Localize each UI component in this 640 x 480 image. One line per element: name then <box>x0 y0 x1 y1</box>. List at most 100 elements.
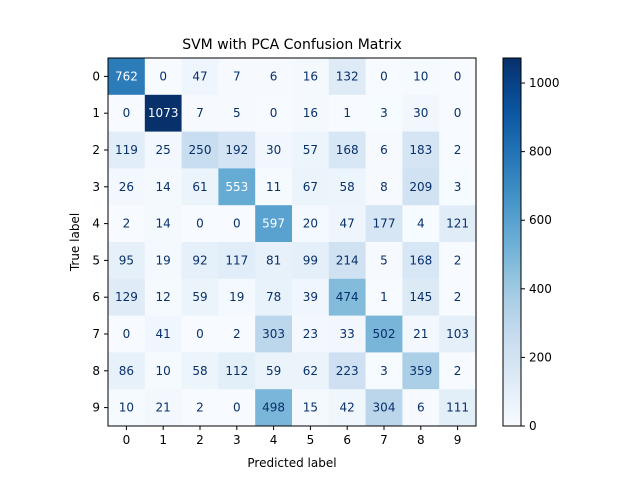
cell-value-label: 41 <box>156 327 171 341</box>
heatmap-cell <box>365 389 403 427</box>
heatmap-cell <box>108 315 146 353</box>
heatmap-cell <box>365 58 403 96</box>
cell-value-label: 6 <box>270 69 278 83</box>
cell-value-label: 47 <box>192 69 207 83</box>
heatmap-cell <box>365 168 403 206</box>
cell-value-label: 597 <box>262 217 285 231</box>
cell-value-label: 78 <box>266 290 281 304</box>
heatmap-cell <box>365 278 403 316</box>
cell-value-label: 2 <box>454 364 462 378</box>
heatmap-cell <box>181 131 219 169</box>
heatmap-cell <box>402 242 440 280</box>
heatmap-cell <box>328 315 366 353</box>
cell-value-label: 223 <box>336 364 359 378</box>
cell-value-label: 10 <box>156 364 171 378</box>
heatmap-cell <box>402 315 440 353</box>
cell-value-label: 0 <box>123 106 131 120</box>
cell-value-label: 4 <box>417 217 425 231</box>
cell-value-label: 21 <box>156 401 171 415</box>
heatmap-cell <box>144 131 182 169</box>
heatmap-cell <box>255 205 293 243</box>
cell-value-label: 21 <box>413 327 428 341</box>
cell-value-label: 6 <box>417 401 425 415</box>
cell-value-label: 42 <box>340 401 355 415</box>
heatmap-cell <box>181 278 219 316</box>
cell-value-label: 0 <box>233 401 241 415</box>
heatmap-cell <box>402 205 440 243</box>
cell-value-label: 1 <box>380 290 388 304</box>
heatmap-cell <box>218 389 256 427</box>
heatmap-cell <box>255 352 293 390</box>
heatmap-cell <box>181 352 219 390</box>
heatmap-cell <box>218 352 256 390</box>
heatmap-cell <box>144 242 182 280</box>
cell-value-label: 7 <box>233 69 241 83</box>
heatmap-cell <box>292 278 330 316</box>
y-tick-label: 0 <box>92 69 100 83</box>
heatmap-cell <box>108 168 146 206</box>
colorbar-ticks: 0 200 400 600 800 1000 <box>521 76 560 433</box>
cell-value-label: 6 <box>380 143 388 157</box>
cell-value-label: 2 <box>123 217 131 231</box>
heatmap-cell <box>255 315 293 353</box>
heatmap-cell <box>292 168 330 206</box>
heatmap-cell <box>439 205 477 243</box>
cell-value-label: 12 <box>156 290 171 304</box>
heatmap-cell <box>144 205 182 243</box>
cell-value-label: 16 <box>303 69 318 83</box>
cell-value-label: 0 <box>233 217 241 231</box>
x-tick-label: 4 <box>270 433 278 447</box>
heatmap-cell <box>255 278 293 316</box>
cell-value-label: 20 <box>303 217 318 231</box>
cell-value-label: 47 <box>340 217 355 231</box>
colorbar-tick-label: 0 <box>529 419 537 433</box>
cell-value-label: 14 <box>156 180 171 194</box>
heatmap-cell <box>328 168 366 206</box>
x-tick-label: 2 <box>196 433 204 447</box>
heatmap-cell <box>365 94 403 132</box>
cell-value-label: 11 <box>266 180 281 194</box>
cell-value-label: 1073 <box>148 106 179 120</box>
heatmap-cell <box>402 131 440 169</box>
colorbar-tick-label: 1000 <box>529 76 560 90</box>
cell-value-label: 5 <box>380 253 388 267</box>
cell-value-label: 0 <box>196 327 204 341</box>
heatmap-cell <box>108 352 146 390</box>
cell-value-label: 10 <box>119 401 134 415</box>
heatmap-cell <box>108 94 146 132</box>
y-axis-ticks: 0 1 2 3 4 5 6 7 8 9 <box>92 69 108 415</box>
x-tick-label: 0 <box>123 433 131 447</box>
x-tick-label: 6 <box>343 433 351 447</box>
heatmap-cell <box>255 389 293 427</box>
heatmap-cell <box>218 168 256 206</box>
cell-value-label: 3 <box>380 364 388 378</box>
cell-value-label: 25 <box>156 143 171 157</box>
cell-value-label: 0 <box>123 327 131 341</box>
y-tick-label: 4 <box>92 217 100 231</box>
heatmap-cell <box>402 58 440 96</box>
heatmap-cell <box>292 242 330 280</box>
heatmap-cells <box>108 58 477 427</box>
heatmap-cell <box>328 389 366 427</box>
cell-value-label: 3 <box>380 106 388 120</box>
y-tick-label: 2 <box>92 143 100 157</box>
cell-value-label: 192 <box>225 143 248 157</box>
cell-value-label: 145 <box>409 290 432 304</box>
y-tick-label: 3 <box>92 180 100 194</box>
heatmap-cell <box>439 389 477 427</box>
cell-value-label: 304 <box>373 401 396 415</box>
cell-value-label: 30 <box>413 106 428 120</box>
heatmap-cell <box>181 168 219 206</box>
y-tick-label: 8 <box>92 364 100 378</box>
cell-value-label: 303 <box>262 327 285 341</box>
cell-value-label: 132 <box>336 69 359 83</box>
cell-value-label: 112 <box>225 364 248 378</box>
y-tick-label: 6 <box>92 290 100 304</box>
heatmap-cell <box>402 278 440 316</box>
cell-value-label: 19 <box>156 253 171 267</box>
cell-value-label: 67 <box>303 180 318 194</box>
heatmap-cell <box>292 389 330 427</box>
heatmap-cell <box>108 205 146 243</box>
cell-value-label: 92 <box>192 253 207 267</box>
heatmap-cell <box>439 242 477 280</box>
